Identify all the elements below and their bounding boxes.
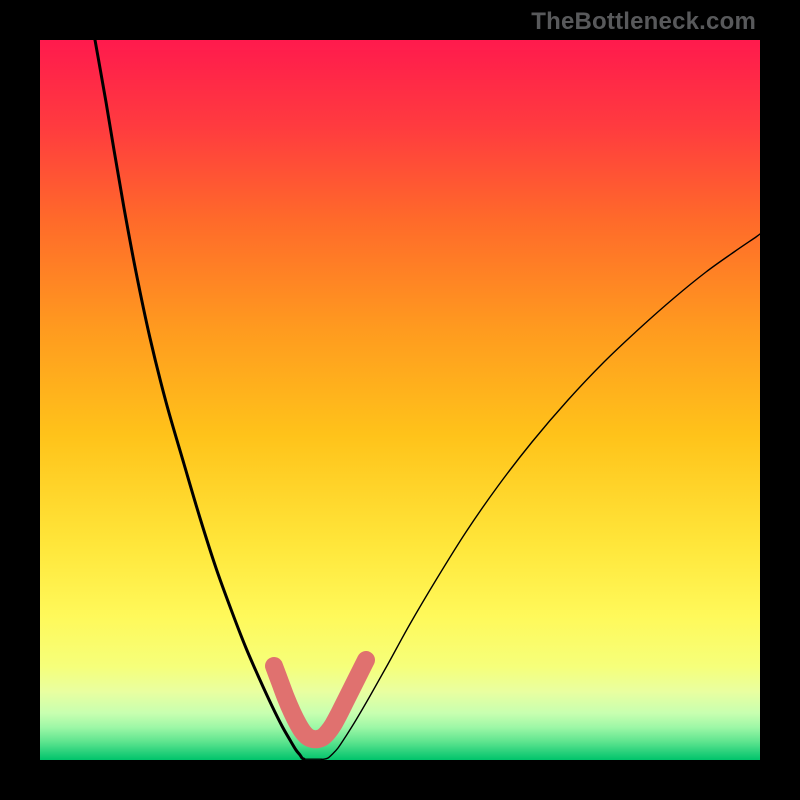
plot-area [40, 40, 760, 760]
bottleneck-curve-right [304, 234, 760, 759]
bottleneck-curve-left [95, 40, 304, 759]
curve-layer [40, 40, 760, 760]
watermark-text: TheBottleneck.com [531, 8, 756, 36]
outer-frame: TheBottleneck.com [0, 0, 800, 800]
